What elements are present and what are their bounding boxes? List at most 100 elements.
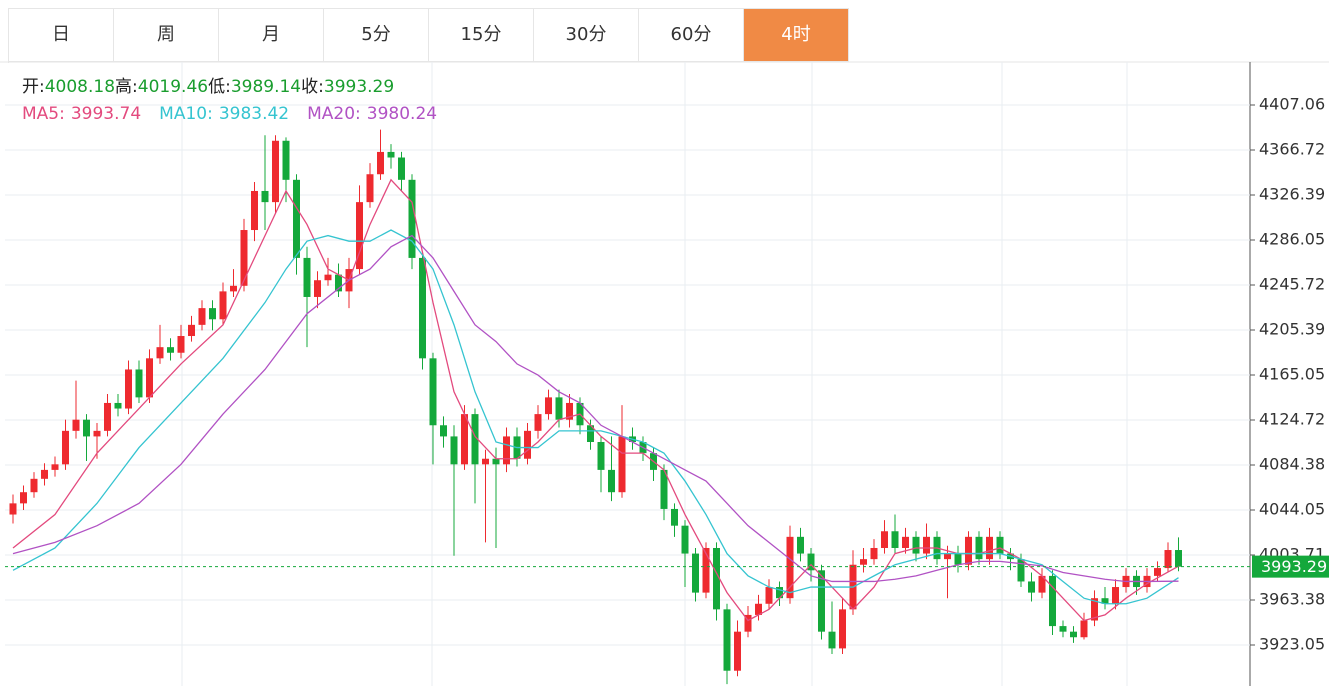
candle-body (51, 464, 59, 470)
period-tabs: 日周月 5分 15分 30分 60分 4时 (8, 8, 849, 63)
candle-body (692, 553, 699, 593)
ma-line: MA5: 3993.74 MA10: 3983.42 MA20: 3980.24 (22, 101, 455, 128)
candle-body (20, 492, 27, 504)
candle-body (881, 531, 888, 548)
info-value: 4008.18 (44, 77, 116, 97)
candle-body (156, 347, 164, 359)
candle-body (545, 397, 552, 415)
candle-body (72, 419, 80, 431)
candle-body (744, 614, 752, 632)
candle-body (62, 430, 69, 465)
y-tick-label: 4165.05 (1259, 365, 1325, 384)
candle-body (30, 478, 38, 493)
y-tick-label: 3923.05 (1259, 634, 1325, 653)
candle-body (566, 402, 573, 420)
candle-body (587, 425, 594, 443)
candle-body (1091, 598, 1098, 621)
y-tick-label: 4286.05 (1259, 230, 1325, 249)
candle-body (177, 336, 185, 353)
candle-body (482, 458, 489, 465)
candle-body (41, 469, 48, 479)
candle-body (723, 609, 731, 671)
candle-body (104, 402, 111, 431)
candle-body (807, 553, 815, 571)
info-label: 开: (22, 77, 45, 97)
candle-body (429, 358, 437, 426)
period-tab[interactable]: 60分 (639, 9, 744, 62)
candle-body (786, 536, 794, 599)
candle-body (986, 536, 993, 560)
candle-body (965, 536, 972, 565)
legend-name: MA10: (159, 104, 213, 124)
info-value: 3989.14 (230, 77, 302, 97)
candle-body (534, 414, 542, 431)
candle-body (681, 525, 689, 554)
y-tick-label: 3963.38 (1259, 590, 1325, 609)
ma-line (12, 234, 1179, 583)
candle-body (314, 280, 321, 297)
candle-body (975, 536, 983, 560)
candle-body (167, 347, 174, 353)
candle-body (93, 430, 101, 437)
period-tab[interactable]: 5分 (324, 9, 429, 62)
y-tick-label: 4044.05 (1259, 500, 1325, 519)
period-tab[interactable]: 15分 (429, 9, 534, 62)
candle-body (188, 324, 195, 337)
candle-body (503, 436, 510, 465)
candle-body (377, 151, 384, 175)
candle-body (146, 358, 153, 398)
candle-body (335, 274, 342, 292)
period-tab[interactable]: 月 (219, 9, 324, 62)
info-panel: 开:4008.18高:4019.46低:3989.14收:3993.29 MA5… (22, 74, 455, 128)
y-tick-label: 4366.72 (1259, 140, 1325, 159)
candle-body (251, 190, 258, 231)
legend-value: 3980.24 (366, 104, 438, 124)
candle-body (524, 430, 531, 459)
candle-body (870, 547, 878, 560)
candle-body (125, 369, 132, 409)
candle-body (135, 369, 143, 398)
candle-body (1154, 568, 1161, 576)
current-price-tag (1252, 555, 1329, 578)
ma-line (12, 178, 1179, 622)
candle-body (996, 536, 1004, 554)
candle-body (923, 536, 930, 554)
candle-body (839, 609, 846, 649)
candle-body (702, 547, 710, 593)
candle-body (797, 536, 804, 554)
period-tab[interactable]: 30分 (534, 9, 639, 62)
y-tick-label: 4245.72 (1259, 275, 1325, 294)
candle-body (492, 458, 500, 465)
candle-body (114, 402, 122, 409)
candle-body (954, 553, 962, 565)
candle-body (1101, 598, 1109, 604)
candle-body (83, 419, 90, 437)
candle-body (387, 151, 395, 158)
candle-body (1059, 626, 1067, 632)
candle-body (219, 291, 227, 320)
candle-body (272, 140, 279, 203)
candle-body (1070, 631, 1077, 638)
candle-body (555, 397, 563, 420)
candle-body (356, 202, 363, 270)
candle-body (440, 425, 447, 437)
info-label: 低: (208, 77, 231, 97)
period-tab[interactable]: 周 (114, 9, 219, 62)
candle-body (891, 531, 899, 548)
period-tab[interactable]: 4时 (744, 9, 849, 62)
candle-body (1112, 587, 1119, 604)
candle-body (198, 308, 206, 325)
candle-body (450, 436, 458, 465)
candle-body (209, 308, 216, 320)
candle-body (860, 559, 867, 565)
y-tick-label: 4205.39 (1259, 319, 1325, 338)
candle-body (1080, 620, 1088, 638)
candle-body (713, 547, 720, 610)
info-label: 高: (115, 77, 138, 97)
y-tick-label: 4326.39 (1259, 185, 1325, 204)
candle-body (9, 503, 17, 515)
period-tab[interactable]: 日 (9, 9, 114, 62)
info-value: 4019.46 (137, 77, 209, 97)
y-tick-label: 4084.38 (1259, 455, 1325, 474)
